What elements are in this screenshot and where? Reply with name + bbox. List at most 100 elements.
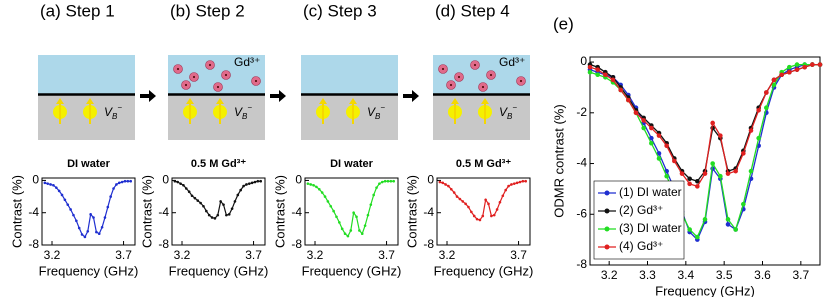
point bbox=[779, 72, 784, 78]
point bbox=[320, 191, 324, 194]
y-tick-label: 0 bbox=[580, 54, 587, 68]
point bbox=[810, 62, 815, 67]
point bbox=[72, 213, 75, 217]
point bbox=[710, 120, 715, 126]
spin-arrow-head bbox=[56, 98, 64, 104]
point bbox=[207, 213, 211, 217]
panel-label: (a) Step 1 bbox=[40, 1, 115, 20]
point bbox=[802, 64, 807, 70]
point bbox=[236, 193, 240, 197]
point bbox=[656, 151, 662, 156]
y-tick-label: 0 bbox=[295, 173, 302, 187]
point bbox=[182, 183, 185, 187]
spin-arrow-head bbox=[319, 98, 327, 104]
point bbox=[63, 198, 67, 202]
x-tick-label: 3.5 bbox=[716, 268, 733, 282]
point bbox=[649, 125, 654, 131]
point bbox=[247, 182, 251, 185]
point bbox=[259, 179, 263, 183]
gd-core bbox=[474, 64, 476, 66]
point bbox=[633, 110, 639, 116]
point bbox=[444, 183, 447, 186]
point bbox=[55, 186, 58, 189]
point bbox=[199, 201, 202, 205]
y-axis-label: Contrast (%) bbox=[272, 175, 287, 248]
defect-sub: B bbox=[242, 112, 248, 121]
chart-title: 0.5 M Gd³⁺ bbox=[191, 158, 247, 170]
legend-label: (3) DI water bbox=[619, 221, 682, 235]
point bbox=[216, 213, 220, 217]
point bbox=[253, 180, 257, 184]
panel-label: (b) Step 2 bbox=[170, 1, 245, 20]
point bbox=[603, 72, 608, 78]
y-tick-label: 0 bbox=[427, 173, 434, 187]
point bbox=[187, 190, 191, 194]
spin-arrow-head bbox=[186, 98, 194, 104]
point bbox=[512, 182, 516, 185]
gd-core bbox=[177, 68, 179, 70]
defect-label: VB− bbox=[104, 103, 122, 121]
point bbox=[481, 214, 485, 218]
defect-sup: − bbox=[117, 103, 122, 112]
series-line bbox=[439, 180, 526, 221]
defect-sup: − bbox=[512, 103, 517, 112]
point bbox=[507, 184, 510, 188]
point bbox=[256, 179, 260, 183]
y-tick-label: -8 bbox=[576, 257, 587, 271]
point bbox=[764, 90, 769, 95]
spin-arrow-head bbox=[349, 98, 357, 104]
point bbox=[242, 184, 245, 188]
x-tick-label: 3.2 bbox=[44, 248, 61, 262]
point bbox=[112, 187, 115, 190]
point bbox=[86, 229, 90, 233]
spin-arrow-head bbox=[86, 98, 94, 104]
point bbox=[193, 196, 197, 200]
defect-sup: − bbox=[380, 103, 385, 112]
point bbox=[92, 216, 95, 219]
point bbox=[49, 183, 52, 186]
point bbox=[43, 181, 47, 185]
y-tick-label: -4 bbox=[28, 205, 39, 219]
defect-main: V bbox=[367, 105, 376, 119]
point bbox=[173, 179, 177, 183]
point bbox=[641, 118, 646, 123]
panel-label: (c) Step 3 bbox=[303, 1, 377, 20]
point bbox=[467, 205, 470, 209]
point bbox=[75, 219, 78, 223]
point bbox=[510, 183, 513, 186]
point bbox=[515, 181, 519, 185]
point bbox=[380, 180, 384, 184]
point bbox=[756, 135, 761, 141]
defect-sub: B bbox=[507, 112, 513, 121]
point bbox=[230, 207, 234, 210]
defect-label: VB− bbox=[499, 103, 517, 121]
point bbox=[475, 217, 479, 221]
point bbox=[672, 158, 677, 164]
defect-sub: B bbox=[112, 112, 118, 121]
gd-core bbox=[482, 86, 484, 88]
y-axis-label: Contrast (%) bbox=[139, 175, 154, 248]
y-tick-label: -8 bbox=[158, 237, 169, 251]
point bbox=[202, 204, 205, 208]
point bbox=[679, 171, 685, 176]
ion-label: Gd³⁺ bbox=[234, 55, 260, 69]
gd-core bbox=[217, 86, 219, 88]
y-axis-label: ODMR contrast (%) bbox=[551, 104, 566, 217]
x-axis-label: Frequency (GHz) bbox=[655, 283, 755, 297]
point bbox=[219, 200, 222, 203]
point bbox=[472, 214, 476, 218]
panel-label: (d) Step 4 bbox=[435, 1, 510, 20]
point bbox=[695, 234, 700, 240]
gd-core bbox=[442, 68, 444, 70]
point bbox=[741, 151, 746, 156]
point bbox=[733, 227, 738, 232]
point bbox=[450, 188, 453, 191]
water bbox=[301, 55, 398, 94]
gd-core bbox=[193, 76, 195, 78]
point bbox=[250, 181, 254, 185]
point bbox=[179, 182, 182, 185]
point bbox=[718, 133, 723, 138]
point bbox=[618, 87, 623, 93]
point bbox=[501, 194, 505, 198]
